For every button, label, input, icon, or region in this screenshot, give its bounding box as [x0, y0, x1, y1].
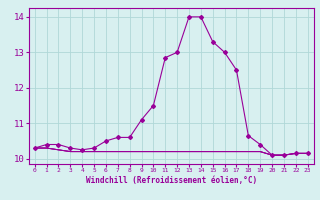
X-axis label: Windchill (Refroidissement éolien,°C): Windchill (Refroidissement éolien,°C) [86, 176, 257, 185]
